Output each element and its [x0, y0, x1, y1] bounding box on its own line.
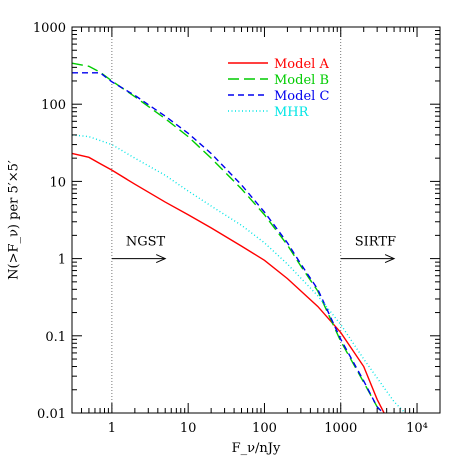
legend-label: Model B — [274, 73, 329, 88]
series-line — [72, 72, 384, 414]
series-line — [71, 62, 383, 414]
axis-ticks — [71, 26, 441, 414]
annotations: NGST SIRTF — [111, 235, 396, 264]
x-tick-label: 10 — [180, 421, 197, 436]
y-tick-label: 0.1 — [45, 330, 66, 345]
x-tick-labels: 1 10 100 1000 10⁴ — [108, 421, 428, 436]
y-tick-labels: 0.01 0.1 1 10 100 1000 — [33, 21, 66, 422]
y-tick-label: 1000 — [33, 21, 66, 36]
y-tick-label: 1 — [58, 253, 66, 268]
y-tick-label: 100 — [41, 98, 66, 113]
x-tick-label: 10⁴ — [406, 421, 428, 436]
x-tick-label: 1000 — [324, 421, 357, 436]
y-tick-label: 0.01 — [37, 407, 66, 422]
y-tick-label: 10 — [49, 175, 66, 190]
arrow-head — [156, 254, 167, 264]
x-tick-label: 100 — [252, 421, 277, 436]
annotation-label: SIRTF — [355, 235, 396, 250]
arrow-head — [384, 254, 396, 264]
plot-frame — [71, 26, 441, 414]
x-axis-label: F_ν/nJy — [232, 441, 281, 456]
legend-label: Model A — [274, 57, 329, 72]
y-axis-label: N(>F_ν) per 5′×5′ — [7, 160, 22, 280]
reference-lines — [111, 27, 342, 413]
legend-label: MHR — [274, 105, 310, 120]
series-line — [71, 152, 385, 414]
annotation-label: NGST — [126, 235, 166, 250]
series-curves — [71, 62, 406, 414]
legend-label: Model C — [274, 89, 329, 104]
x-tick-label: 1 — [108, 421, 116, 436]
